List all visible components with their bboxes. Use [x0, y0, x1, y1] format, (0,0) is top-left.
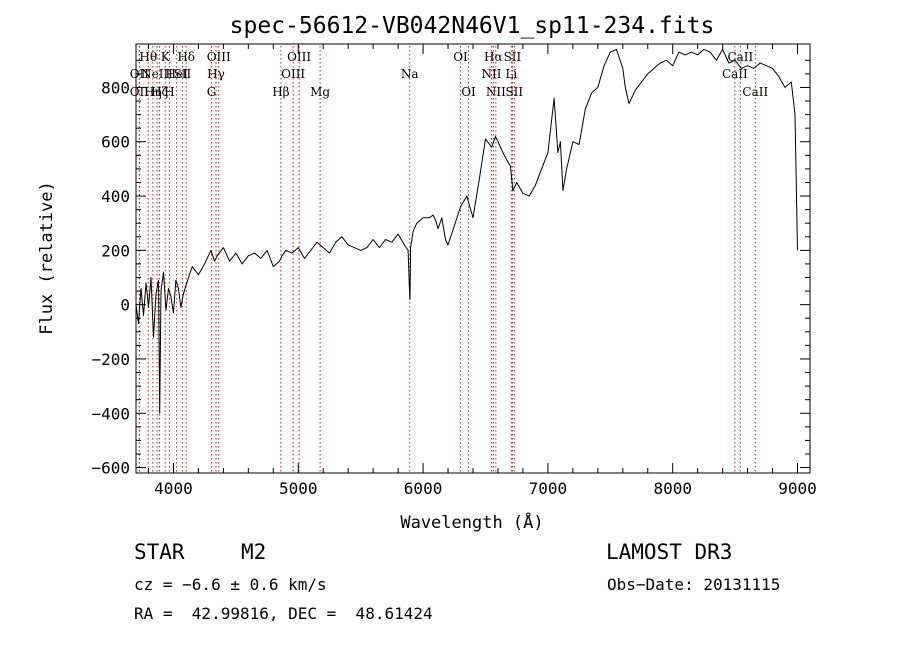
line-marker-label: Mg: [310, 85, 330, 99]
line-marker-label: OIII: [207, 50, 231, 64]
x-tick-label: 7000: [529, 479, 568, 498]
line-marker-label: SII: [504, 50, 522, 64]
x-axis-label: Wavelength (Å): [400, 511, 543, 533]
line-marker-label: Hα: [484, 50, 503, 64]
line-marker-label: K: [161, 50, 171, 64]
plot-frame: [135, 43, 811, 474]
object-subclass: M2: [241, 540, 267, 564]
line-marker-label: OIII: [287, 50, 311, 64]
y-tick-label: 600: [101, 133, 130, 152]
line-marker-label: Na: [401, 67, 419, 81]
line-marker-label: CaII: [742, 85, 768, 99]
observation-date: Obs−Date: 20131115: [607, 575, 781, 594]
line-marker-label: NII: [481, 67, 501, 81]
y-tick-label: −600: [91, 459, 130, 478]
line-marker-label: OI: [461, 85, 476, 99]
y-axis-label: Flux (relative): [37, 181, 57, 335]
x-tick-label: 4000: [154, 479, 193, 498]
redshift-cz: cz = −6.6 ± 0.6 km/s: [134, 575, 327, 594]
x-tick-label: 8000: [653, 479, 692, 498]
line-marker-label: Hδ: [177, 50, 195, 64]
y-tick-label: 200: [101, 241, 130, 260]
line-marker-label: OII: [130, 85, 150, 99]
y-tick-label: 0: [120, 296, 130, 315]
x-tick-label: 5000: [279, 479, 318, 498]
line-marker-label: SII: [174, 67, 192, 81]
line-marker-label: Hγ: [207, 67, 225, 81]
y-tick-label: 800: [101, 78, 130, 97]
y-tick-label: −200: [91, 350, 130, 369]
line-marker-label: Li: [505, 67, 517, 81]
line-marker-label: Hβ: [272, 85, 289, 99]
line-marker-label: OI: [453, 50, 468, 64]
line-marker-layer: OIIOIIHθHηNeIIIHζKHHeISIIHδGHγOIIIHβOIII…: [130, 46, 768, 472]
object-class: STAR: [134, 540, 185, 564]
coordinates: RA = 42.99816, DEC = 48.61424: [134, 604, 433, 623]
y-tick-label: −400: [91, 404, 130, 423]
line-marker-label: OIII: [281, 67, 305, 81]
line-marker-label: CaII: [722, 67, 748, 81]
line-marker-label: NII: [486, 85, 506, 99]
x-tick-label: 6000: [404, 479, 443, 498]
line-marker-label: H: [164, 85, 174, 99]
line-marker-label: Hθ: [139, 50, 157, 64]
spectrum-layer: [135, 48, 798, 414]
line-marker-label: G: [207, 85, 217, 99]
y-tick-label: 400: [101, 187, 130, 206]
chart-title: spec-56612-VB042N46V1_sp11-234.fits: [230, 13, 715, 39]
x-tick-label: 9000: [778, 479, 817, 498]
survey-name: LAMOST DR3: [606, 540, 733, 564]
line-marker-label: SII: [505, 85, 523, 99]
spectrum-line: [135, 48, 798, 414]
axis-layer: 4000 5000 6000 7000 8000 9000 −600 −400 −200 0 200…: [91, 44, 817, 498]
line-marker-label: Hζ: [151, 85, 168, 99]
